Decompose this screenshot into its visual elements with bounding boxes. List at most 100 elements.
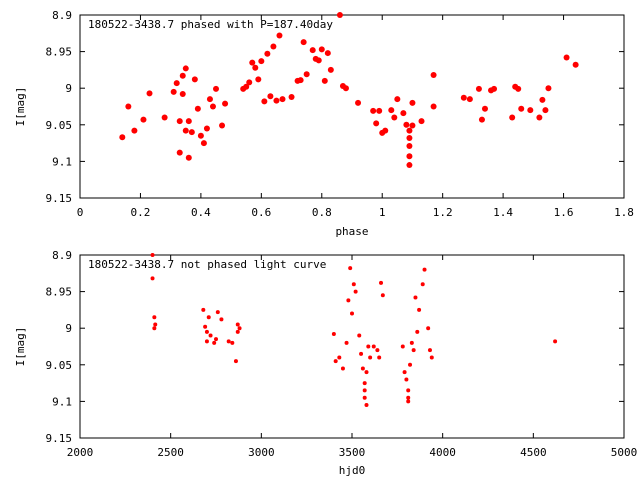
data-point xyxy=(553,339,558,344)
data-point xyxy=(364,403,369,408)
data-point xyxy=(475,85,482,92)
x-tick-label: 2500 xyxy=(157,446,184,459)
data-point xyxy=(466,96,473,103)
data-point xyxy=(515,85,522,92)
x-tick-label: 4000 xyxy=(429,446,456,459)
data-point xyxy=(409,122,416,129)
data-point xyxy=(420,282,425,287)
data-point xyxy=(481,105,488,112)
data-point xyxy=(342,85,349,92)
data-point xyxy=(297,77,304,84)
data-point xyxy=(230,340,235,345)
data-point xyxy=(208,333,213,338)
data-point xyxy=(362,381,367,386)
data-point xyxy=(460,94,467,101)
y-tick-label: 9.1 xyxy=(52,395,72,408)
data-point xyxy=(188,129,195,136)
data-point xyxy=(364,370,369,375)
data-point xyxy=(219,317,224,322)
data-point xyxy=(235,322,240,327)
data-point xyxy=(185,118,192,125)
data-point xyxy=(309,47,316,54)
data-point xyxy=(176,118,183,125)
x-tick-label: 3000 xyxy=(248,446,275,459)
x-tick-label: 0.8 xyxy=(312,206,332,219)
data-point xyxy=(409,340,414,345)
data-point xyxy=(303,71,310,78)
x-tick-label: 1 xyxy=(379,206,386,219)
data-point xyxy=(353,289,358,294)
data-point xyxy=(237,326,242,331)
data-point xyxy=(406,399,411,404)
x-axis-label: phase xyxy=(335,225,368,238)
data-point xyxy=(402,370,407,375)
x-tick-label: 0.4 xyxy=(191,206,211,219)
data-point xyxy=(429,355,434,360)
data-point xyxy=(509,114,516,121)
data-point xyxy=(258,58,265,65)
y-tick-label: 8.95 xyxy=(46,46,73,59)
data-point xyxy=(418,118,425,125)
data-point xyxy=(222,100,229,107)
data-point xyxy=(153,322,158,327)
data-point xyxy=(249,59,256,66)
data-point xyxy=(346,298,351,303)
x-tick-label: 1.6 xyxy=(554,206,574,219)
data-point xyxy=(539,96,546,103)
y-tick-label: 8.9 xyxy=(52,249,72,262)
data-point xyxy=(391,114,398,121)
data-point xyxy=(406,143,413,150)
x-tick-label: 1.2 xyxy=(433,206,453,219)
data-point xyxy=(518,105,525,112)
x-tick-label: 2000 xyxy=(67,446,94,459)
data-point xyxy=(288,93,295,100)
data-point xyxy=(185,154,192,161)
data-point xyxy=(357,333,362,338)
data-point xyxy=(362,395,367,400)
x-tick-label: 0 xyxy=(77,206,84,219)
data-point xyxy=(182,127,189,134)
unphased-light-curve-panel: 2000 2500 3000 3500 4000 4500 5000 8.9 8.95 9 9.05… xyxy=(14,249,637,477)
data-point xyxy=(380,293,385,298)
data-point xyxy=(261,98,268,105)
y-tick-label: 9.15 xyxy=(46,432,73,445)
data-point xyxy=(406,127,413,134)
data-point xyxy=(194,105,201,112)
plot-frame xyxy=(79,254,625,439)
data-point xyxy=(413,295,418,300)
chart-title: 180522-3438.7 not phased light curve xyxy=(88,258,326,271)
x-tick-label: 3500 xyxy=(339,446,366,459)
data-point xyxy=(377,355,382,360)
data-point xyxy=(150,276,155,281)
data-point xyxy=(161,114,168,121)
data-point xyxy=(204,329,209,334)
data-point xyxy=(152,315,157,320)
data-point xyxy=(267,93,274,100)
data-point xyxy=(243,83,250,90)
data-point xyxy=(233,359,238,364)
data-point xyxy=(400,344,405,349)
data-point xyxy=(366,344,371,349)
data-point xyxy=(206,315,211,320)
data-point xyxy=(406,162,413,169)
data-point xyxy=(411,348,416,353)
data-point xyxy=(406,388,411,393)
data-point xyxy=(255,76,262,83)
data-point xyxy=(197,132,204,139)
data-point xyxy=(173,80,180,87)
data-point xyxy=(179,72,186,79)
x-tick-label: 0.6 xyxy=(251,206,271,219)
data-point xyxy=(426,326,431,331)
y-tick-label: 9.15 xyxy=(46,192,73,205)
data-point xyxy=(403,121,410,128)
phased-light-curve-panel: 0 0.2 0.4 0.6 0.8 1 1.2 1.4 1.6 1.8 8.9 8.95 9 9.05 9.… xyxy=(14,9,634,238)
data-point xyxy=(206,96,213,103)
data-point xyxy=(340,366,345,371)
data-point xyxy=(337,355,342,360)
data-point xyxy=(409,99,416,106)
data-point xyxy=(201,307,206,312)
data-point xyxy=(273,97,280,104)
data-point xyxy=(191,76,198,83)
data-point xyxy=(417,307,422,312)
